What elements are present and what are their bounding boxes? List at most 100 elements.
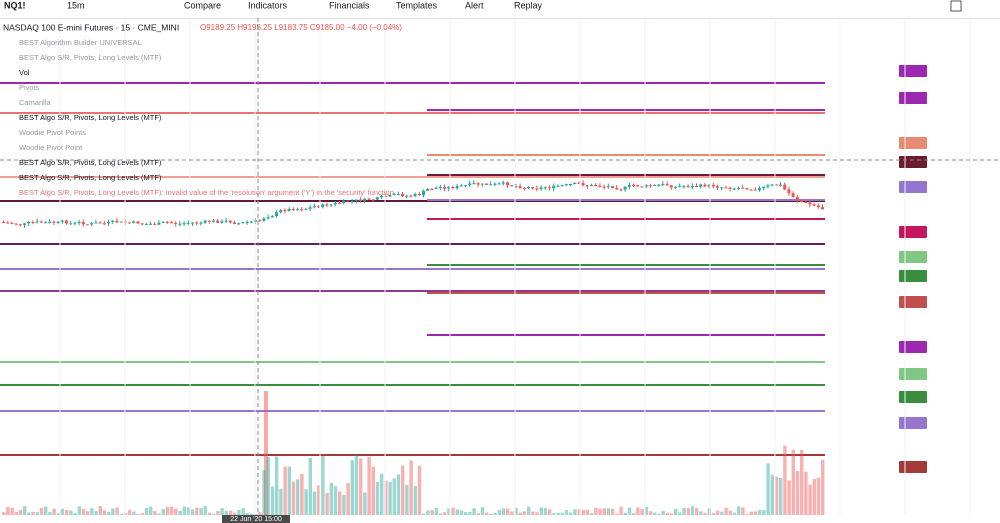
level-label-box: [899, 156, 927, 168]
volume-bar: [644, 506, 648, 515]
replay[interactable]: Replay: [514, 0, 543, 10]
volume-bar: [590, 513, 594, 515]
volume-bar: [388, 481, 392, 515]
volume-bar: [543, 507, 548, 515]
volume-bar: [216, 510, 220, 515]
volume-bar: [548, 509, 552, 515]
volume-bar: [241, 508, 245, 515]
volume-bar: [333, 486, 338, 515]
volume-bar: [749, 511, 753, 515]
volume-bar: [182, 506, 186, 515]
volume-bar: [707, 508, 711, 515]
volume-bar: [527, 506, 531, 515]
volume-bar: [594, 507, 598, 515]
volume-bar: [447, 508, 451, 515]
volume-bar: [266, 457, 270, 515]
volume-bar: [564, 510, 569, 515]
volume-bar: [199, 508, 203, 515]
volume-bar: [716, 510, 720, 515]
volume-bar: [342, 494, 346, 515]
volume-bar: [23, 506, 27, 515]
volume-bar: [94, 511, 98, 515]
volume-bar: [724, 507, 728, 515]
volume-bar: [728, 510, 732, 515]
level-label-box: [899, 461, 927, 473]
layout-button[interactable]: [950, 0, 962, 12]
volume-bar: [426, 510, 430, 515]
volume-bar: [367, 457, 371, 515]
volume-bar: [455, 509, 459, 515]
volume-bar: [161, 509, 165, 515]
volume-bar: [287, 466, 291, 515]
volume-bar: [380, 473, 384, 515]
volume-bar: [770, 474, 774, 515]
volume-bar: [480, 507, 485, 515]
volume-bar: [690, 506, 695, 515]
volume-bar: [653, 512, 657, 515]
volume-bar: [518, 512, 522, 515]
volume-bar: [338, 491, 342, 515]
volume-spike: [264, 391, 268, 515]
volume-bar: [669, 513, 674, 515]
legend-ohlc: O9189.25 H9195.25 L9183.75 C9185.00 −4.0…: [200, 23, 402, 32]
volume-bar: [317, 485, 321, 515]
volume-bar: [598, 508, 602, 515]
volume-bar: [800, 450, 804, 515]
volume-bar: [648, 511, 653, 515]
level-label-box: [899, 65, 927, 77]
volume-bar: [401, 465, 405, 515]
interval[interactable]: 15m: [67, 0, 85, 10]
compare[interactable]: Compare: [184, 0, 221, 10]
candle-body: [144, 223, 148, 225]
financials[interactable]: Financials: [329, 0, 370, 10]
volume-bar: [157, 513, 161, 515]
volume-bar: [186, 507, 191, 515]
volume-bar: [732, 512, 737, 515]
volume-bar: [497, 510, 501, 515]
volume-bar: [434, 507, 438, 515]
volume-bar: [623, 512, 627, 515]
level-label-box: [899, 391, 927, 403]
volume-bar: [569, 512, 573, 515]
volume-bar: [682, 507, 686, 515]
volume-bar: [363, 492, 367, 515]
volume-bar: [535, 512, 539, 515]
volume-bar: [745, 513, 749, 515]
volume-bar: [359, 458, 363, 515]
volume-bar: [510, 511, 514, 515]
volume-bar: [615, 513, 619, 515]
volume-bar: [791, 449, 795, 515]
volume-bar: [678, 512, 682, 515]
volume-bar: [18, 510, 23, 515]
volume-bar: [783, 445, 787, 515]
volume-bar: [81, 508, 86, 515]
volume-bar: [228, 510, 233, 515]
volume-bar: [275, 456, 279, 515]
volume-bar: [585, 509, 590, 515]
volume-bar: [464, 512, 468, 515]
templates[interactable]: Templates: [396, 0, 438, 10]
volume-bar: [665, 512, 669, 515]
volume-bar: [178, 510, 182, 515]
volume-bar: [405, 484, 409, 515]
volume-bar: [476, 513, 480, 515]
indicator-name: BEST Algo S/R, Pivots, Long Levels (MTF): [19, 173, 162, 182]
volume-bar: [191, 509, 195, 515]
candle-body: [430, 188, 434, 190]
volume-bar: [699, 511, 703, 515]
volume-bar: [90, 508, 94, 515]
volume-bar: [787, 480, 791, 515]
alert[interactable]: Alert: [465, 0, 484, 10]
volume-bar: [245, 513, 249, 515]
volume-bar: [69, 510, 73, 515]
volume-bar: [283, 466, 287, 515]
volume-bar: [2, 512, 6, 515]
volume-bar: [325, 492, 329, 515]
indicators[interactable]: Indicators: [248, 0, 288, 10]
volume-bar: [312, 491, 317, 515]
volume-bar: [409, 460, 413, 515]
volume-bar: [296, 479, 300, 515]
symbol[interactable]: NQ1!: [4, 0, 26, 10]
level-label-box: [899, 226, 927, 238]
